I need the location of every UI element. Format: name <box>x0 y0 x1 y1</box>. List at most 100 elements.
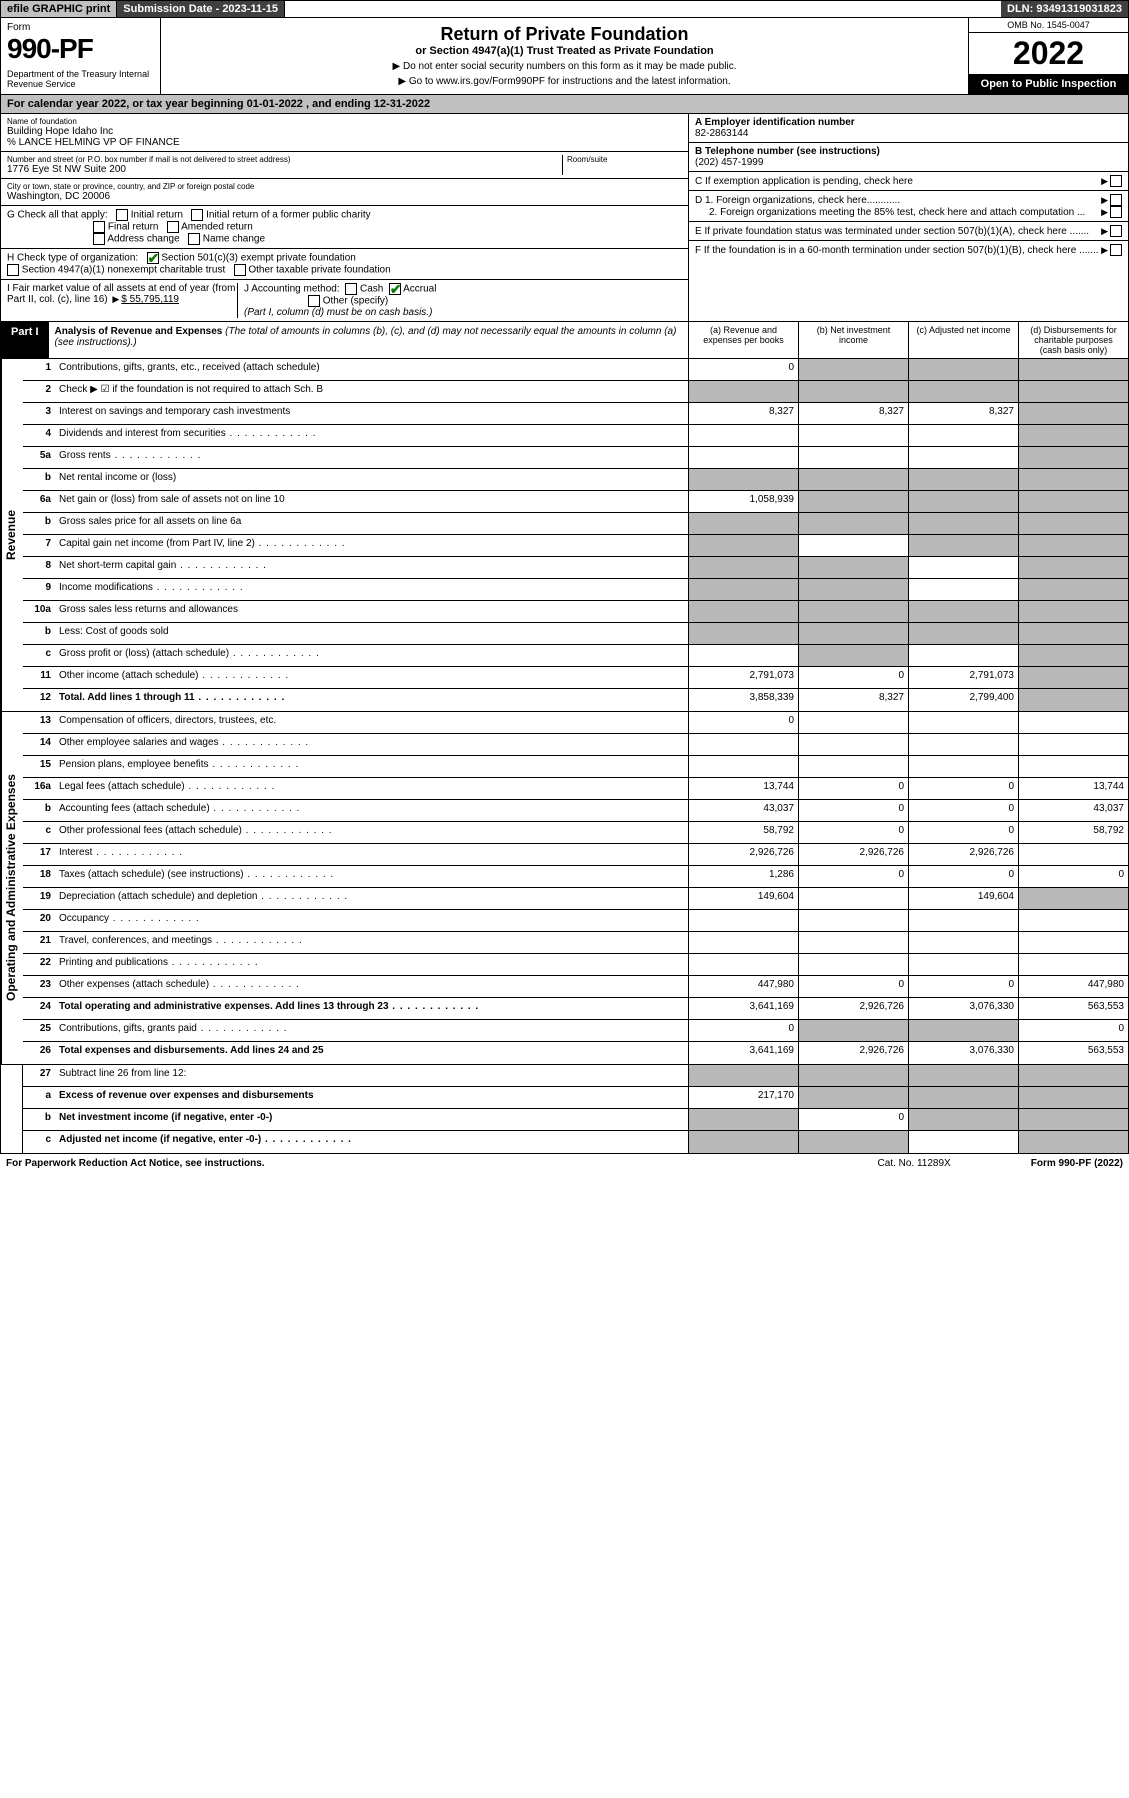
rt: Check ▶ ☑ if the foundation is not requi… <box>57 381 688 402</box>
cd: 563,553 <box>1018 998 1128 1019</box>
rn: 1 <box>23 359 57 380</box>
rt: Compensation of officers, directors, tru… <box>57 712 688 733</box>
f-label: F If the foundation is in a 60-month ter… <box>695 245 1099 256</box>
cd <box>1018 513 1128 534</box>
cc: 0 <box>908 866 1018 887</box>
rn: 5a <box>23 447 57 468</box>
ca <box>688 513 798 534</box>
note1: ▶ Do not enter social security numbers o… <box>167 61 962 72</box>
ck-e[interactable] <box>1110 225 1122 237</box>
cc <box>908 1131 1018 1153</box>
cc <box>908 381 1018 402</box>
city-label: City or town, state or province, country… <box>7 182 682 191</box>
cc <box>908 425 1018 446</box>
d2-label: 2. Foreign organizations meeting the 85%… <box>695 207 1099 218</box>
form-number: 990-PF <box>7 33 154 65</box>
ca <box>688 447 798 468</box>
cd <box>1018 1065 1128 1086</box>
cb <box>798 535 908 556</box>
cd: 447,980 <box>1018 976 1128 997</box>
care-of: % LANCE HELMING VP OF FINANCE <box>7 137 682 148</box>
rn: 8 <box>23 557 57 578</box>
rt: Net rental income or (loss) <box>57 469 688 490</box>
ck-d2[interactable] <box>1110 206 1122 218</box>
rn: 24 <box>23 998 57 1019</box>
rt: Subtract line 26 from line 12: <box>57 1065 688 1086</box>
ck-accrual[interactable] <box>389 283 401 295</box>
rn: c <box>23 645 57 666</box>
cb <box>798 381 908 402</box>
cd: 43,037 <box>1018 800 1128 821</box>
rn: b <box>23 1109 57 1130</box>
cd <box>1018 557 1128 578</box>
ca: 58,792 <box>688 822 798 843</box>
rt: Net investment income (if negative, ente… <box>57 1109 688 1130</box>
rn: 12 <box>23 689 57 711</box>
cd <box>1018 535 1128 556</box>
cc <box>908 734 1018 755</box>
ca <box>688 579 798 600</box>
ck-name-change[interactable] <box>188 233 200 245</box>
cc <box>908 645 1018 666</box>
cc: 3,076,330 <box>908 998 1018 1019</box>
cc <box>908 557 1018 578</box>
submission-date: Submission Date - 2023-11-15 <box>117 1 285 17</box>
note2: ▶ Go to www.irs.gov/Form990PF for instru… <box>167 76 962 87</box>
h1: Section 501(c)(3) exempt private foundat… <box>161 253 356 264</box>
rt: Gross rents <box>57 447 688 468</box>
cb: 0 <box>798 866 908 887</box>
cc: 8,327 <box>908 403 1018 424</box>
ca: 149,604 <box>688 888 798 909</box>
cc <box>908 712 1018 733</box>
ca: 447,980 <box>688 976 798 997</box>
j-note: (Part I, column (d) must be on cash basi… <box>244 307 432 318</box>
col-a-head: (a) Revenue and expenses per books <box>688 322 798 358</box>
rt: Occupancy <box>57 910 688 931</box>
ca <box>688 623 798 644</box>
g-opt-2: Final return <box>108 222 159 233</box>
ck-501c3[interactable] <box>147 252 159 264</box>
rt: Excess of revenue over expenses and disb… <box>57 1087 688 1108</box>
rt: Gross sales less returns and allowances <box>57 601 688 622</box>
j-label: J Accounting method: <box>244 284 340 295</box>
ck-cash[interactable] <box>345 283 357 295</box>
rn: 26 <box>23 1042 57 1064</box>
footer: For Paperwork Reduction Act Notice, see … <box>0 1154 1129 1173</box>
ck-4947[interactable] <box>7 264 19 276</box>
ca <box>688 469 798 490</box>
ca: 43,037 <box>688 800 798 821</box>
street-label: Number and street (or P.O. box number if… <box>7 155 562 164</box>
ck-d1[interactable] <box>1110 194 1122 206</box>
rt: Total expenses and disbursements. Add li… <box>57 1042 688 1064</box>
ca <box>688 425 798 446</box>
ca <box>688 756 798 777</box>
efile-btn[interactable]: efile GRAPHIC print <box>1 1 117 17</box>
ck-f[interactable] <box>1110 244 1122 256</box>
ck-final-return[interactable] <box>93 221 105 233</box>
g-label: G Check all that apply: <box>7 210 108 221</box>
cd <box>1018 579 1128 600</box>
rt: Contributions, gifts, grants paid <box>57 1020 688 1041</box>
cc <box>908 535 1018 556</box>
part1-label: Part I <box>1 322 49 358</box>
h2: Section 4947(a)(1) nonexempt charitable … <box>22 265 225 276</box>
cb: 0 <box>798 1109 908 1130</box>
cb <box>798 359 908 380</box>
rn: b <box>23 623 57 644</box>
ck-other-method[interactable] <box>308 295 320 307</box>
cb: 2,926,726 <box>798 998 908 1019</box>
ck-amended[interactable] <box>167 221 179 233</box>
ck-other-taxable[interactable] <box>234 264 246 276</box>
ca: 0 <box>688 1020 798 1041</box>
rt: Net short-term capital gain <box>57 557 688 578</box>
cd <box>1018 623 1128 644</box>
ck-initial-former[interactable] <box>191 209 203 221</box>
part1-title: Analysis of Revenue and Expenses <box>55 326 223 337</box>
ca: 3,641,169 <box>688 1042 798 1064</box>
rt: Depreciation (attach schedule) and deple… <box>57 888 688 909</box>
col-b-head: (b) Net investment income <box>798 322 908 358</box>
ck-initial-return[interactable] <box>116 209 128 221</box>
ck-c[interactable] <box>1110 175 1122 187</box>
ck-address-change[interactable] <box>93 233 105 245</box>
rn: 15 <box>23 756 57 777</box>
